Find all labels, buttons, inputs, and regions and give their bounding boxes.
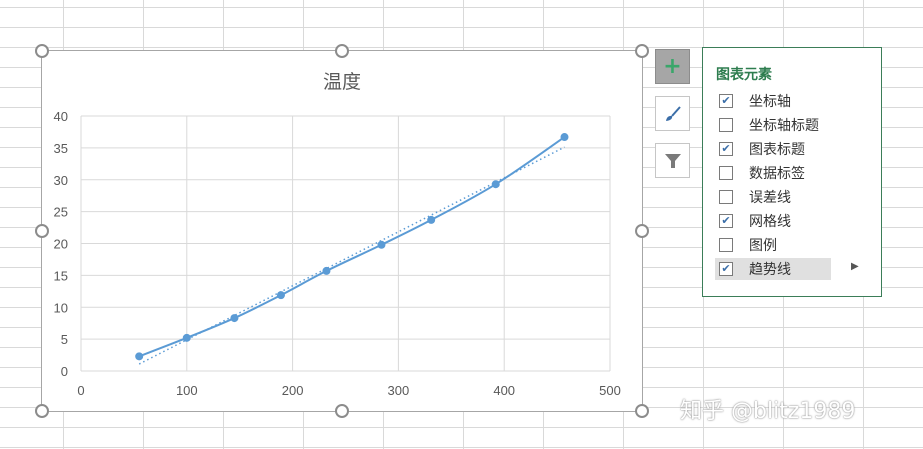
checkbox[interactable] bbox=[719, 166, 733, 180]
chart-elements-button[interactable]: + bbox=[655, 49, 690, 84]
item-label: 图表标题 bbox=[749, 142, 805, 158]
data-point bbox=[182, 333, 191, 342]
submenu-arrow-icon[interactable]: ▶ bbox=[851, 261, 859, 272]
y-tick-label: 30 bbox=[54, 173, 68, 188]
item-label: 网格线 bbox=[749, 214, 791, 230]
trendline bbox=[138, 146, 565, 365]
series-line bbox=[138, 136, 566, 358]
chart-element-item[interactable]: 坐标轴标题 bbox=[715, 114, 831, 136]
data-point bbox=[377, 240, 386, 249]
x-tick-label: 0 bbox=[77, 383, 84, 398]
x-tick-label: 500 bbox=[599, 383, 621, 398]
panel-title: 图表元素 bbox=[716, 67, 772, 83]
brush-icon bbox=[665, 105, 681, 121]
chart-filters-button[interactable] bbox=[655, 143, 690, 178]
x-tick-label: 200 bbox=[282, 383, 304, 398]
checkbox[interactable]: ✔ bbox=[719, 142, 733, 156]
chart-element-item[interactable]: 数据标签 bbox=[715, 162, 831, 184]
y-tick-label: 40 bbox=[54, 109, 68, 124]
chart-element-item[interactable]: ✔ 趋势线 bbox=[715, 258, 831, 280]
y-tick-label: 10 bbox=[54, 300, 68, 315]
resize-handle[interactable] bbox=[335, 404, 349, 418]
checkbox[interactable]: ✔ bbox=[719, 94, 733, 108]
chart-element-item[interactable]: 误差线 bbox=[715, 186, 831, 208]
checkbox[interactable]: ✔ bbox=[719, 214, 733, 228]
resize-handle[interactable] bbox=[35, 404, 49, 418]
y-tick-label: 0 bbox=[61, 364, 68, 379]
y-tick-label: 20 bbox=[54, 237, 68, 252]
checkbox[interactable]: ✔ bbox=[719, 262, 733, 276]
y-tick-label: 35 bbox=[54, 141, 68, 156]
checkbox[interactable] bbox=[719, 118, 733, 132]
chart-element-item[interactable]: ✔ 图表标题 bbox=[715, 138, 831, 160]
y-tick-label: 25 bbox=[54, 205, 68, 220]
x-tick-label: 300 bbox=[388, 383, 410, 398]
x-tick-label: 100 bbox=[176, 383, 198, 398]
data-point bbox=[135, 352, 144, 361]
chart-element-item[interactable]: ✔ 网格线 bbox=[715, 210, 831, 232]
item-label: 数据标签 bbox=[749, 166, 805, 182]
data-point bbox=[322, 266, 331, 275]
resize-handle[interactable] bbox=[635, 404, 649, 418]
item-label: 坐标轴 bbox=[749, 94, 791, 110]
y-tick-label: 15 bbox=[54, 268, 68, 283]
checkbox[interactable] bbox=[719, 238, 733, 252]
data-point bbox=[230, 314, 239, 323]
data-point bbox=[560, 133, 569, 142]
chart-elements-panel: 图表元素 ✔ 坐标轴坐标轴标题 ✔ 图表标题数据标签误差线 ✔ 网格线图例 ✔ 趋势线 ▶ bbox=[702, 47, 882, 297]
chart-area[interactable]: 温度 0 100 200 300 400 500 0 5 10 15 20 25 30 35 40 bbox=[41, 50, 643, 412]
resize-handle[interactable] bbox=[635, 224, 649, 238]
watermark: 知乎 @blitz1989 bbox=[680, 399, 856, 424]
chart-styles-button[interactable] bbox=[655, 96, 690, 131]
plot-area: 0 100 200 300 400 500 0 5 10 15 20 25 30 35 40 bbox=[54, 109, 621, 398]
data-point bbox=[491, 180, 500, 189]
resize-handle[interactable] bbox=[35, 224, 49, 238]
plus-icon: + bbox=[663, 54, 682, 79]
resize-handle[interactable] bbox=[635, 44, 649, 58]
y-tick-label: 5 bbox=[61, 332, 68, 347]
x-tick-label: 400 bbox=[493, 383, 515, 398]
item-label: 图例 bbox=[749, 238, 777, 254]
chart-element-item[interactable]: ✔ 坐标轴 bbox=[715, 90, 831, 112]
data-point bbox=[427, 215, 436, 224]
item-label: 误差线 bbox=[749, 190, 791, 206]
item-label: 坐标轴标题 bbox=[749, 118, 819, 134]
item-label: 趋势线 bbox=[749, 262, 791, 278]
resize-handle[interactable] bbox=[335, 44, 349, 58]
data-point bbox=[276, 291, 285, 300]
filter-icon bbox=[664, 153, 681, 168]
chart-title[interactable]: 温度 bbox=[322, 71, 361, 93]
chart-element-item[interactable]: 图例 bbox=[715, 234, 831, 256]
checkbox[interactable] bbox=[719, 190, 733, 204]
resize-handle[interactable] bbox=[35, 44, 49, 58]
